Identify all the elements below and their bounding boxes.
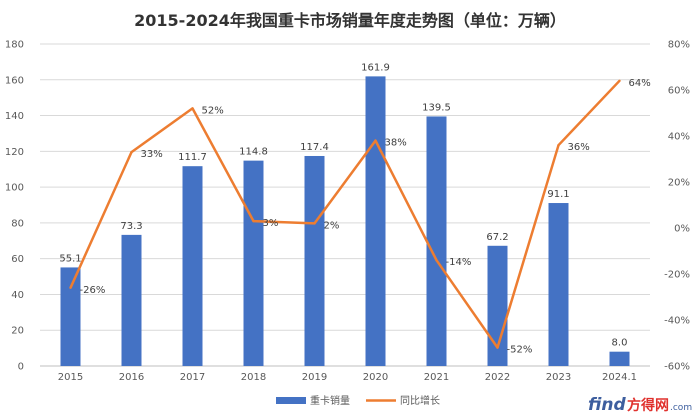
- growth-line: [69, 79, 621, 349]
- bar: [548, 203, 569, 366]
- y-left-tick-label: 160: [5, 75, 24, 86]
- bar-data-label: 139.5: [422, 102, 451, 113]
- line-data-labels: -26% 33% 52% 3% 2% 38% -14% -52% 36% 64%: [80, 78, 651, 356]
- watermark-domain: .com: [670, 403, 692, 413]
- bar-data-label: 91.1: [547, 189, 569, 200]
- bar: [304, 155, 325, 366]
- bar-data-label: 8.0: [612, 338, 628, 349]
- bar: [365, 76, 386, 366]
- line-data-label: 38%: [385, 138, 407, 149]
- legend-label-bar: 重卡销量: [310, 394, 350, 407]
- y-left-tick-label: 140: [5, 111, 24, 122]
- bar: [243, 160, 264, 366]
- line-data-label: -52%: [507, 345, 533, 356]
- legend-label-line: 同比增长: [400, 394, 440, 407]
- x-tick-label: 2021: [424, 372, 449, 383]
- x-tick-label: 2022: [485, 372, 510, 383]
- bar: [609, 351, 630, 366]
- y-left-tick-label: 100: [5, 183, 24, 194]
- bar-data-label: 117.4: [300, 142, 329, 153]
- legend: 重卡销量 同比增长: [276, 394, 440, 407]
- line-data-label: 36%: [568, 142, 590, 153]
- x-tick-label: 2017: [180, 372, 205, 383]
- bar-data-labels: 55.1 73.3 111.7 114.8 117.4 161.9 139.5 67.2 91.…: [59, 62, 627, 348]
- y-left-tick-label: 120: [5, 147, 24, 158]
- y-left-tick-label: 40: [11, 290, 24, 301]
- x-tick-label: 2023: [546, 372, 571, 383]
- line-point: [252, 219, 255, 223]
- line-data-label: 2%: [324, 220, 340, 231]
- line-point: [191, 107, 194, 110]
- line-point: [435, 259, 438, 262]
- line-point: [618, 79, 621, 83]
- x-tick-label: 2015: [58, 372, 83, 383]
- bar: [487, 245, 508, 366]
- line-point: [313, 222, 316, 225]
- x-tick-label: 2019: [302, 372, 327, 383]
- y-right-tick-label: -40%: [664, 316, 690, 327]
- bar-data-label: 55.1: [59, 253, 81, 264]
- y-right-tick-label: -60%: [664, 362, 690, 373]
- y-left-tick-label: 60: [11, 254, 24, 265]
- line-point: [557, 144, 560, 147]
- line-data-label: 64%: [629, 78, 651, 89]
- line-data-label: 52%: [202, 105, 224, 116]
- legend-swatch-bar: [276, 397, 306, 404]
- y-right-tick-label: 40%: [668, 132, 690, 143]
- bar: [60, 267, 81, 366]
- x-tick-label: 2024.1: [602, 372, 637, 383]
- y-left-tick-label: 20: [11, 326, 24, 337]
- y-right-tick-label: 80%: [668, 40, 690, 51]
- x-tick-label: 2020: [363, 372, 388, 383]
- bar-data-label: 67.2: [486, 232, 508, 243]
- y-left-tick-label: 180: [5, 40, 24, 51]
- bar-data-label: 161.9: [361, 62, 390, 73]
- line-point: [374, 139, 377, 142]
- watermark-cn: 方得网: [627, 397, 669, 414]
- y-left-tick-label: 0: [18, 362, 24, 373]
- watermark-logo: find 方得网 .com: [588, 395, 692, 415]
- chart-title: 2015-2024年我国重卡市场销量年度走势图（单位：万辆）: [134, 11, 566, 30]
- line-series: [69, 79, 621, 349]
- bar: [182, 166, 203, 366]
- bar: [121, 234, 142, 366]
- line-data-label: -14%: [446, 257, 472, 268]
- bar-data-label: 111.7: [178, 152, 207, 163]
- y-right-tick-label: -20%: [664, 270, 690, 281]
- x-tick-label: 2016: [119, 372, 144, 383]
- line-data-label: -26%: [80, 285, 106, 296]
- line-point: [496, 346, 499, 349]
- y-right-tick-label: 20%: [668, 178, 690, 189]
- bar-data-label: 73.3: [120, 221, 142, 232]
- y-right-tick-label: 0%: [674, 224, 690, 235]
- y-right-tick-label: 60%: [668, 86, 690, 97]
- bar-series: [60, 76, 630, 366]
- watermark-brand: find: [588, 395, 626, 415]
- bar-data-label: 114.8: [239, 147, 268, 158]
- bar: [426, 116, 447, 366]
- axes: 0 20 40 60 80 100 120 140 160 180 -60% -40% -20% 0% 20…: [5, 40, 690, 384]
- line-data-label: 33%: [141, 149, 163, 160]
- line-data-label: 3%: [263, 218, 279, 229]
- gridlines: [40, 43, 650, 331]
- line-point: [69, 286, 72, 289]
- y-left-tick-label: 80: [11, 218, 24, 229]
- x-tick-label: 2018: [241, 372, 266, 383]
- line-point: [130, 150, 133, 154]
